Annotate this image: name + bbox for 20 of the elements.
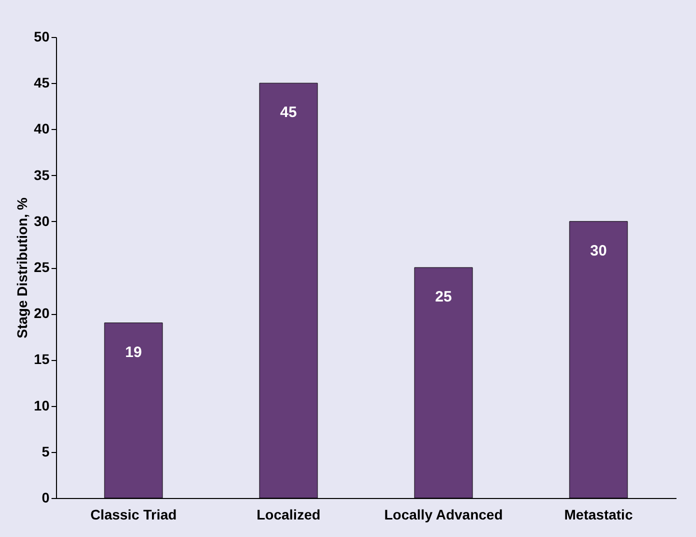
y-tick-label: 15 <box>34 351 50 368</box>
y-tick-label: 30 <box>34 212 50 229</box>
y-tick-label: 10 <box>34 397 50 414</box>
x-tick-label: Metastatic <box>564 506 633 522</box>
y-tick-label: 35 <box>34 166 50 183</box>
y-tick-label: 50 <box>34 28 50 44</box>
data-label: 45 <box>280 104 297 122</box>
y-tick-label: 0 <box>42 490 50 506</box>
data-label: 30 <box>590 242 607 260</box>
x-tick-label: Localized <box>256 506 320 522</box>
x-tick-label: Classic Triad <box>90 506 177 522</box>
y-tick-label: 20 <box>34 305 50 322</box>
y-tick-label: 25 <box>34 259 50 275</box>
y-tick-label: 40 <box>34 120 50 137</box>
y-tick-label: 45 <box>34 74 50 91</box>
data-label: 19 <box>125 344 142 361</box>
y-tick-label: 5 <box>42 443 50 460</box>
y-axis-title: Stage Distribution, % <box>14 197 30 338</box>
data-label: 25 <box>435 288 452 306</box>
x-tick-label: Locally Advanced <box>384 506 503 522</box>
